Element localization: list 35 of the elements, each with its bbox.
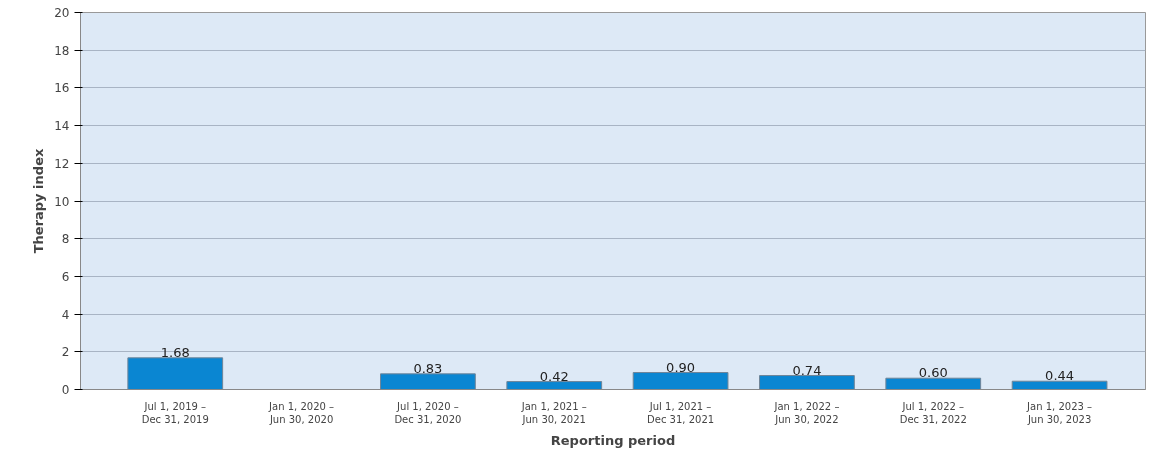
bar (632, 372, 729, 390)
y-axis-title: Therapy index (31, 148, 47, 254)
bar (885, 377, 982, 390)
data-label: 1.68 (160, 344, 190, 360)
x-axis-title: Reporting period (550, 432, 676, 448)
y-tick-label: 16 (54, 81, 70, 96)
data-label: 0.60 (918, 365, 948, 381)
data-label: 0.42 (539, 368, 569, 384)
data-label: 0.83 (413, 360, 443, 376)
data-label: 0.44 (1045, 368, 1075, 384)
y-tick-label: 20 (54, 6, 70, 20)
bar (1011, 380, 1108, 390)
bar (506, 381, 603, 390)
y-tick-label: 8 (61, 232, 70, 247)
x-tick-label: Jul 1, 2020 – Dec 31, 2020 (394, 400, 462, 425)
data-label: 0.74 (792, 362, 822, 378)
x-tick-label: Jan 1, 2021 – Jun 30, 2021 (520, 400, 587, 425)
x-tick-label: Jul 1, 2022 – Dec 31, 2022 (899, 400, 967, 425)
x-tick-label: Jan 1, 2023 – Jun 30, 2023 (1026, 400, 1093, 425)
y-tick-label: 18 (54, 43, 70, 58)
bar (127, 357, 224, 390)
y-tick-label: 14 (54, 119, 70, 134)
y-tick-label: 0 (61, 383, 70, 397)
y-tick-label: 2 (61, 345, 70, 360)
y-tick-label: 6 (61, 269, 70, 284)
x-tick-label: Jul 1, 2019 – Dec 31, 2019 (141, 400, 209, 425)
y-tick-label: 10 (54, 194, 70, 209)
x-tick-label: Jul 1, 2021 – Dec 31, 2021 (647, 400, 715, 425)
bar (759, 375, 855, 390)
x-tick-label: Jan 1, 2022 – Jun 30, 2022 (773, 400, 840, 425)
bar (380, 373, 476, 390)
data-label: 0.90 (666, 359, 696, 375)
y-tick-label: 12 (54, 156, 70, 171)
x-tick-label: Jan 1, 2020 – Jun 30, 2020 (268, 400, 335, 425)
y-tick-label: 4 (61, 307, 70, 322)
